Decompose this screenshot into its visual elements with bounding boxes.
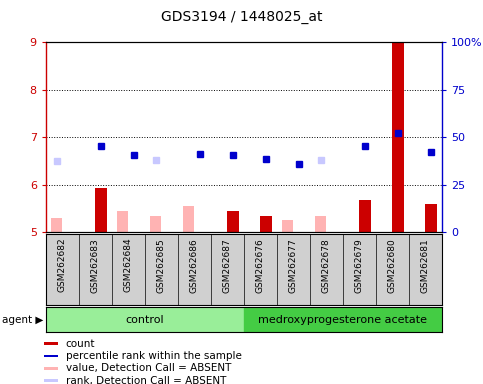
- Text: medroxyprogesterone acetate: medroxyprogesterone acetate: [258, 314, 427, 325]
- Text: control: control: [126, 314, 164, 325]
- Bar: [392, 42, 404, 232]
- Text: GSM262677: GSM262677: [289, 238, 298, 293]
- Text: GSM262684: GSM262684: [124, 238, 133, 293]
- Text: GSM262686: GSM262686: [190, 238, 199, 293]
- Bar: [227, 211, 239, 232]
- FancyBboxPatch shape: [44, 367, 58, 370]
- Bar: [51, 218, 62, 232]
- Text: GSM262683: GSM262683: [91, 238, 100, 293]
- Text: GSM262685: GSM262685: [157, 238, 166, 293]
- FancyBboxPatch shape: [44, 355, 58, 358]
- Text: percentile rank within the sample: percentile rank within the sample: [66, 351, 242, 361]
- Bar: [426, 204, 437, 232]
- Bar: [46, 307, 244, 332]
- Text: GSM262676: GSM262676: [256, 238, 265, 293]
- Text: agent ▶: agent ▶: [2, 314, 44, 325]
- Bar: [315, 216, 327, 232]
- Bar: [95, 188, 107, 232]
- Text: rank, Detection Call = ABSENT: rank, Detection Call = ABSENT: [66, 376, 226, 384]
- Bar: [359, 200, 371, 232]
- Bar: [183, 206, 194, 232]
- Text: GSM262681: GSM262681: [421, 238, 430, 293]
- Text: GSM262687: GSM262687: [223, 238, 232, 293]
- Bar: [117, 211, 128, 232]
- Text: GSM262682: GSM262682: [58, 238, 67, 293]
- Text: GDS3194 / 1448025_at: GDS3194 / 1448025_at: [161, 10, 322, 23]
- Text: count: count: [66, 339, 95, 349]
- Text: GSM262678: GSM262678: [322, 238, 331, 293]
- Text: value, Detection Call = ABSENT: value, Detection Call = ABSENT: [66, 363, 231, 373]
- Bar: [282, 220, 293, 232]
- Bar: [260, 216, 272, 232]
- Bar: [150, 216, 161, 232]
- Bar: [244, 307, 442, 332]
- Text: GSM262680: GSM262680: [388, 238, 397, 293]
- Text: GSM262679: GSM262679: [355, 238, 364, 293]
- FancyBboxPatch shape: [44, 343, 58, 345]
- FancyBboxPatch shape: [44, 379, 58, 382]
